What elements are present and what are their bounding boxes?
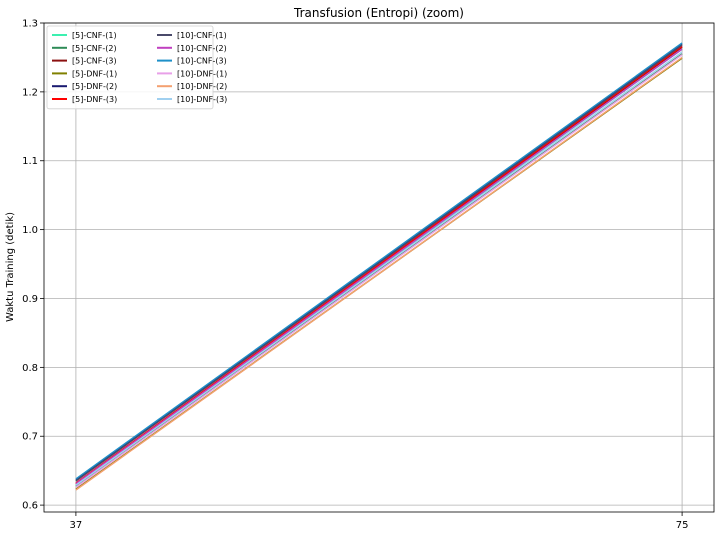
legend: [5]-CNF-(1) [5]-CNF-(2) [5]-CNF-(3) [5]-DNF… — [46, 25, 227, 110]
y-tick-label: 0.6 — [22, 501, 38, 512]
legend-label: [5]-CNF-(2) — [72, 44, 117, 53]
plot-frame — [43, 22, 715, 513]
y-tick-label: 0.8 — [22, 363, 38, 374]
series-line-5 — [75, 45, 683, 484]
series-line-7 — [75, 48, 683, 485]
legend-label: [10]-DNF-(1) — [177, 69, 227, 78]
y-tick-label: 0.7 — [22, 432, 38, 443]
series-line-6 — [75, 44, 683, 482]
legend-label: [5]-CNF-(3) — [72, 57, 117, 66]
chart-title: Transfusion (Entropi) (zoom) — [293, 6, 464, 20]
legend-label: [10]-DNF-(3) — [177, 95, 227, 104]
legend-label: [10]-CNF-(1) — [177, 31, 227, 40]
x-tick-label: 37 — [70, 520, 83, 531]
series-line-10 — [75, 56, 683, 491]
legend-label: [10]-DNF-(2) — [177, 82, 227, 91]
legend-label: [5]-CNF-(1) — [72, 31, 117, 40]
legend-box — [46, 25, 214, 110]
y-tick-label: 1.3 — [22, 19, 38, 30]
series-line-9 — [75, 54, 683, 488]
legend-label: [10]-CNF-(2) — [177, 44, 227, 53]
x-axis-ticks: 37 75 — [70, 512, 689, 531]
series-lines — [75, 42, 683, 491]
legend-label: [5]-DNF-(2) — [72, 82, 117, 91]
y-axis-ticks: 0.6 0.7 0.8 0.9 1.0 1.1 1.2 1.3 — [22, 19, 44, 512]
x-tick-label: 75 — [676, 520, 689, 531]
legend-label: [10]-CNF-(3) — [177, 57, 227, 66]
y-tick-label: 0.9 — [22, 294, 38, 305]
y-tick-label: 1.2 — [22, 87, 38, 98]
y-tick-label: 1.1 — [22, 156, 38, 167]
series-line-11 — [75, 51, 683, 486]
y-tick-label: 1.0 — [22, 225, 38, 236]
legend-label: [5]-DNF-(3) — [72, 95, 117, 104]
legend-label: [5]-DNF-(1) — [72, 69, 117, 78]
series-line-8 — [75, 42, 683, 480]
y-axis-label: Waktu Training (detik) — [5, 212, 16, 322]
